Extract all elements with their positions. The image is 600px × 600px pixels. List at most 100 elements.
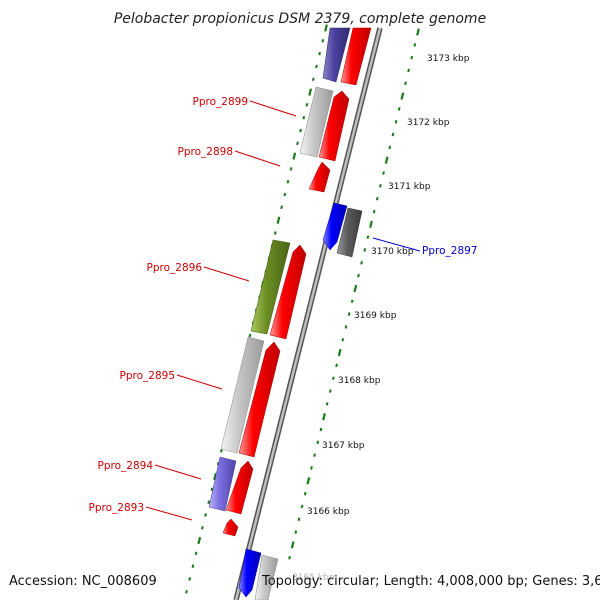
feature-track: [208, 27, 372, 600]
tick-mark: [366, 235, 370, 239]
cog-feature[interactable]: [220, 336, 265, 454]
tick-mark: [313, 453, 316, 457]
cog-feature[interactable]: [336, 207, 363, 258]
tick-mark: [207, 500, 211, 504]
cds-feature[interactable]: [238, 341, 281, 458]
tick-mark: [299, 128, 302, 133]
gene-label-text: Ppro_2898: [178, 146, 233, 158]
tick-mark: [347, 312, 351, 316]
tick-label: 3165 kbp: [292, 573, 335, 583]
tick-mark: [305, 103, 309, 107]
tick-label: 3173 kbp: [427, 54, 470, 64]
tick-mark: [302, 115, 306, 120]
tick-mark: [283, 192, 287, 197]
tick-mark: [413, 43, 417, 47]
tick-mark: [311, 77, 315, 82]
tick-mark: [292, 152, 297, 160]
tick-label: 3167 kbp: [322, 441, 365, 451]
tick-mark: [337, 348, 342, 357]
cds-feature[interactable]: [222, 518, 239, 537]
tick-mark: [322, 413, 326, 421]
cds-feature[interactable]: [318, 90, 350, 162]
tick-mark: [410, 55, 414, 60]
gene-label-text: Ppro_2895: [120, 370, 175, 382]
tick-mark: [188, 577, 192, 581]
tick-mark: [273, 231, 277, 235]
tick-mark: [280, 205, 283, 210]
tick-mark: [394, 119, 398, 124]
tick-mark: [213, 472, 217, 481]
gene-label-ppro-2894[interactable]: Ppro_2894: [98, 460, 202, 480]
gene-label-text: Ppro_2897: [422, 245, 477, 257]
tick-mark: [315, 64, 318, 69]
cds-feature[interactable]: [225, 460, 254, 515]
cds-feature[interactable]: [238, 548, 262, 598]
cds-feature[interactable]: [340, 27, 372, 86]
cog-feature[interactable]: [254, 554, 279, 600]
tick-mark: [384, 156, 389, 164]
tick-mark: [391, 132, 395, 137]
tick-mark: [297, 517, 301, 522]
tick-label: 3170 kbp: [371, 247, 414, 257]
tick-mark: [382, 171, 385, 175]
tick-mark: [316, 440, 320, 445]
tick-mark: [404, 81, 407, 86]
accession-label: Accession: NC_008609: [9, 574, 157, 589]
tick-label: 3171 kbp: [388, 182, 431, 192]
tick-mark: [185, 590, 188, 594]
gene-label-ppro-2898[interactable]: Ppro_2898: [178, 146, 281, 167]
tick-mark: [308, 88, 313, 96]
gene-label-ppro-2896[interactable]: Ppro_2896: [147, 262, 250, 282]
gene-label-ppro-2893[interactable]: Ppro_2893: [89, 502, 193, 521]
tick-mark: [210, 487, 214, 492]
tick-mark: [360, 261, 363, 265]
tick-mark: [335, 363, 338, 368]
map-title: Pelobacter propionicus DSM 2379, complet…: [114, 11, 486, 27]
tick-mark: [276, 216, 281, 224]
tick-mark: [325, 402, 329, 406]
cds-feature[interactable]: [269, 244, 307, 340]
tick-label: 3169 kbp: [354, 311, 397, 321]
tick-mark: [328, 389, 332, 393]
cds-feature[interactable]: [308, 161, 331, 193]
tick-mark: [344, 325, 348, 329]
tick-mark: [318, 51, 321, 56]
tick-mark: [248, 333, 252, 338]
cds-feature[interactable]: [322, 202, 348, 251]
cog-feature[interactable]: [322, 27, 351, 83]
tick-mark: [216, 461, 220, 466]
gene-label-text: Ppro_2899: [193, 96, 248, 108]
tick-mark: [372, 209, 376, 214]
tick-label: 3168 kbp: [338, 376, 381, 386]
tick-mark: [294, 530, 298, 534]
topology-summary: Topology: circular; Length: 4,008,000 bp…: [262, 574, 600, 589]
tick-mark: [407, 68, 410, 73]
tick-mark: [369, 220, 373, 228]
gene-label-text: Ppro_2896: [147, 262, 203, 274]
gene-label-ppro-2895[interactable]: Ppro_2895: [120, 370, 223, 390]
cog-feature[interactable]: [208, 456, 237, 512]
tick-mark: [220, 449, 223, 453]
tick-mark: [204, 513, 207, 517]
tick-mark: [341, 337, 345, 342]
tick-mark: [306, 477, 311, 485]
tick-mark: [400, 92, 405, 100]
tick-mark: [357, 273, 360, 278]
tick-mark: [324, 24, 328, 32]
tick-mark: [375, 196, 379, 201]
cog-feature[interactable]: [299, 86, 334, 158]
tick-mark: [319, 427, 323, 432]
tick-mark: [288, 555, 291, 560]
tick-mark: [350, 299, 354, 304]
axis-tick-labels: 3173 kbp 3172 kbp 3171 kbp 3170 kbp 3169…: [292, 54, 470, 583]
gene-label-ppro-2897[interactable]: Ppro_2897: [372, 237, 477, 257]
gene-label-ppro-2899[interactable]: Ppro_2899: [193, 96, 297, 117]
cog-feature[interactable]: [250, 239, 291, 335]
tick-mark: [353, 284, 358, 293]
tick-mark: [321, 39, 325, 43]
tick-mark: [397, 107, 401, 111]
gene-labels: Ppro_2899 Ppro_2898 Ppro_2897 Ppro_2896 …: [89, 96, 477, 521]
tick-mark: [201, 525, 204, 530]
